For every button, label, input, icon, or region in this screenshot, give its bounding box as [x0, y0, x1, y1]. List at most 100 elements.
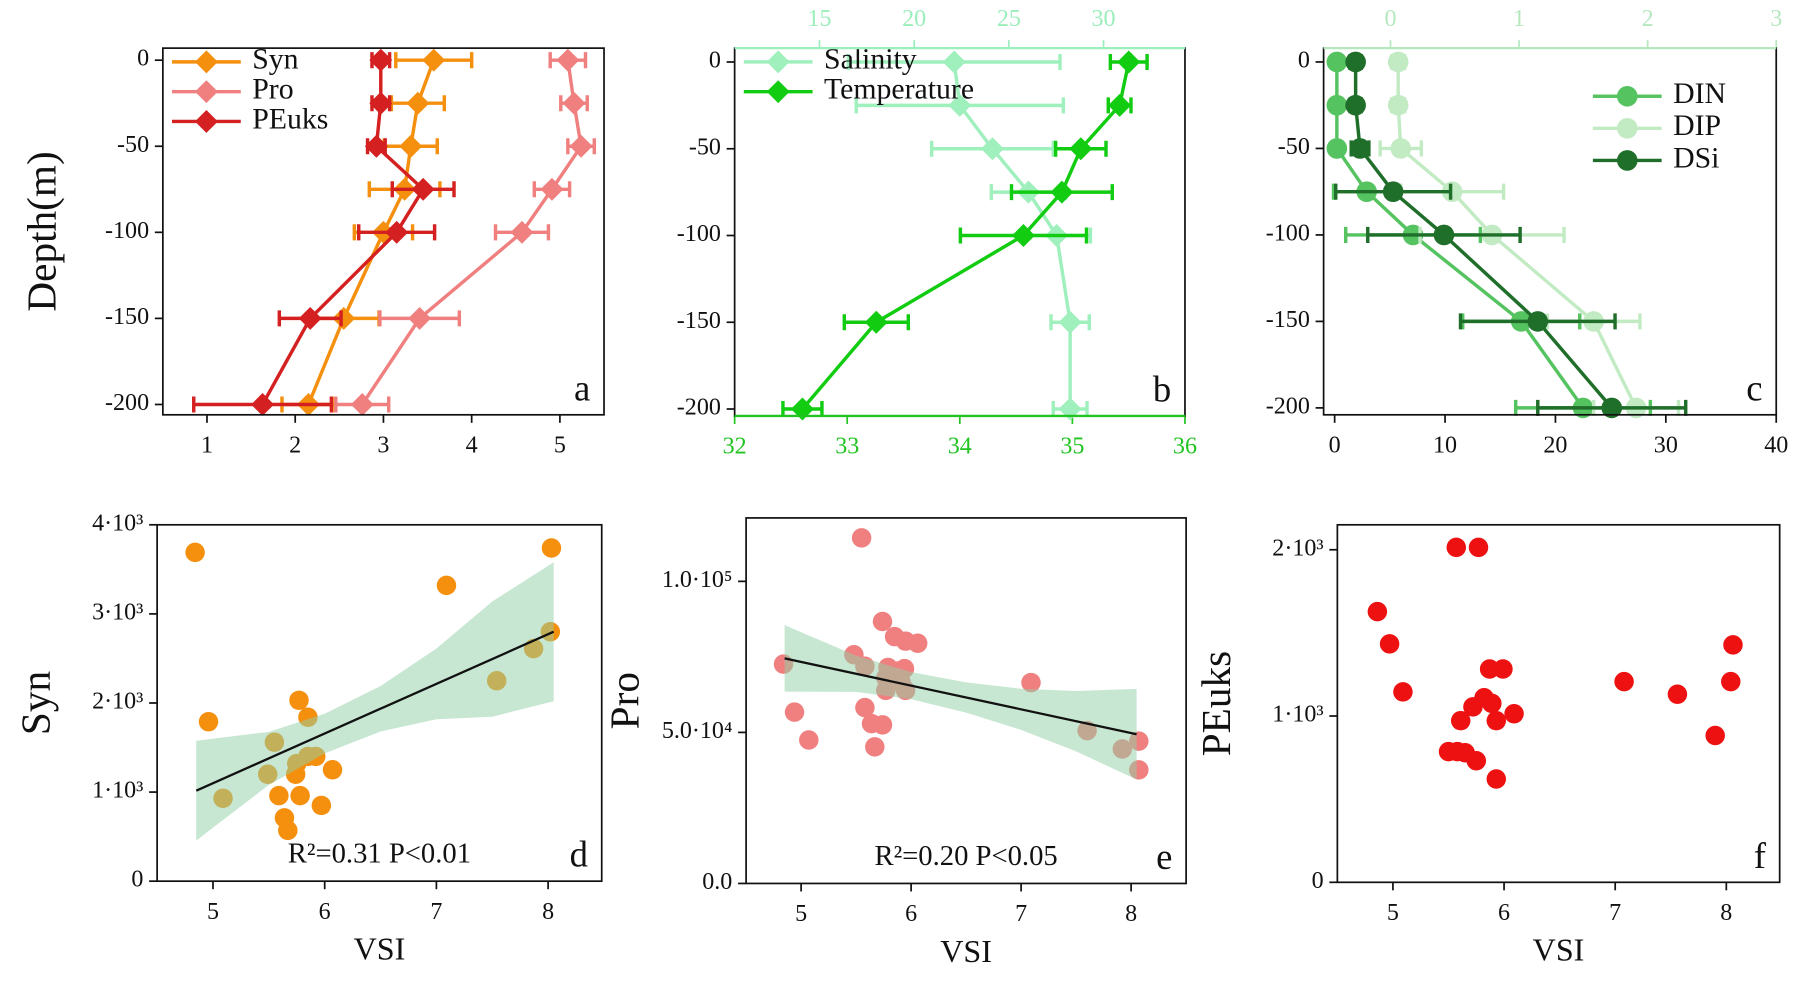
legend-marker	[1616, 85, 1638, 107]
panel-label: b	[1153, 368, 1171, 409]
panel-label: c	[1746, 367, 1762, 408]
panel-label: f	[1754, 835, 1767, 876]
x-tick-label: 30	[1654, 432, 1678, 458]
y-tick-label: -200	[1266, 393, 1310, 419]
x-tick-label: 8	[1125, 901, 1137, 927]
scatter-point	[1721, 671, 1741, 692]
legend-marker	[194, 50, 218, 74]
y-tick-label: 3·10³	[92, 599, 143, 625]
profile-marker	[1326, 138, 1348, 159]
y-tick-label: 0.0	[702, 869, 732, 895]
profile-marker	[1387, 51, 1409, 73]
profile-marker	[251, 393, 275, 416]
scatter-point	[1479, 659, 1500, 679]
y-axis-label: PEuks	[1193, 651, 1239, 756]
legend-label: DSi	[1673, 141, 1719, 174]
scatter-point	[1486, 710, 1507, 731]
x-axis-label: VSI	[354, 931, 406, 967]
plot-frame	[1336, 523, 1781, 884]
x-tick-label: 4	[466, 432, 478, 458]
x-tick-label: 1	[201, 432, 213, 458]
profile-marker	[1011, 224, 1035, 247]
y-tick-label: -150	[1266, 307, 1310, 333]
scatter-point	[1367, 601, 1388, 622]
y-tick-label: 0	[137, 46, 149, 72]
x2-tick-label: 30	[1092, 6, 1116, 32]
profile-marker	[1349, 138, 1371, 159]
y-axis-label: Syn	[13, 671, 59, 735]
y-tick-label: -100	[677, 221, 721, 247]
panel-label: a	[574, 367, 590, 408]
x-axis-label: VSI	[940, 933, 992, 969]
x-tick-label: 20	[1543, 432, 1567, 458]
y-tick-label: 4·10³	[92, 510, 143, 536]
scatter-point	[1379, 634, 1400, 654]
confidence-band	[784, 625, 1137, 780]
profile-marker	[399, 134, 423, 158]
profile-marker	[1326, 51, 1348, 73]
x2-tick-label: 15	[807, 6, 831, 32]
x-tick-label: 6	[1498, 900, 1510, 926]
scatter-point	[855, 697, 875, 718]
scatter-point	[1486, 769, 1507, 789]
x-tick-label: 5	[554, 432, 566, 458]
y-tick-label: 2·10³	[1272, 535, 1323, 561]
y-tick-label: -150	[677, 308, 721, 334]
y-tick-label: -100	[1266, 220, 1310, 246]
y-tick-label: -200	[105, 390, 149, 416]
scatter-point	[1504, 703, 1524, 724]
scatter-point	[322, 760, 343, 780]
x-tick-label: 6	[319, 899, 331, 925]
profile-marker	[411, 177, 435, 201]
legend-label: PEuks	[252, 102, 328, 135]
y-tick-label: 2·10³	[92, 688, 143, 714]
legend-marker	[194, 80, 218, 104]
scatter-point	[198, 711, 219, 732]
profile-marker	[369, 48, 393, 72]
x2-tick-label: 20	[902, 6, 926, 32]
x-tick-label: 8	[1720, 900, 1732, 926]
profile-marker	[1345, 94, 1366, 116]
x-tick-label: 36	[1173, 434, 1197, 460]
profile-marker	[540, 177, 564, 201]
scatter-point	[1667, 684, 1688, 704]
annotation: R²=0.31 P<0.01	[288, 838, 471, 870]
profile-marker	[408, 306, 432, 330]
scatter-point	[799, 730, 819, 750]
profile-marker	[1058, 397, 1082, 421]
y-tick-label: 0	[709, 48, 721, 74]
scatter-point	[1482, 693, 1502, 714]
scatter-point	[1021, 672, 1041, 693]
panel-label: e	[1156, 836, 1172, 877]
scatter-point	[1466, 751, 1487, 771]
y-tick-label: -200	[677, 395, 721, 421]
fit-line	[784, 657, 1137, 736]
profile-marker	[1433, 224, 1455, 246]
x-tick-label: 5	[1387, 900, 1399, 926]
plot-frame	[161, 47, 605, 416]
scatter-point	[1450, 710, 1471, 731]
x2-tick-label: 0	[1384, 6, 1396, 32]
profile-marker	[298, 306, 322, 330]
scatter-point	[872, 611, 893, 632]
legend-label: DIN	[1673, 77, 1726, 110]
scatter-point	[185, 542, 205, 563]
x-tick-label: 7	[1609, 900, 1621, 926]
x-tick-label: 5	[207, 899, 219, 925]
scatter-point	[865, 737, 885, 757]
profile-marker	[1382, 181, 1404, 202]
legend-marker	[1616, 118, 1638, 139]
y-tick-label: 1·10³	[92, 778, 143, 804]
profile-marker	[1117, 50, 1141, 74]
y-tick-label: -150	[105, 304, 149, 330]
profile-marker	[942, 50, 966, 74]
legend-label: Pro	[252, 73, 293, 106]
x-tick-label: 32	[723, 434, 747, 460]
annotation: R²=0.20 P<0.05	[874, 840, 1057, 872]
y-tick-label: 0	[131, 867, 143, 893]
profile-marker	[556, 48, 580, 72]
x-tick-label: 6	[905, 901, 917, 927]
profile-marker	[422, 48, 446, 72]
profile-marker	[980, 137, 1004, 161]
